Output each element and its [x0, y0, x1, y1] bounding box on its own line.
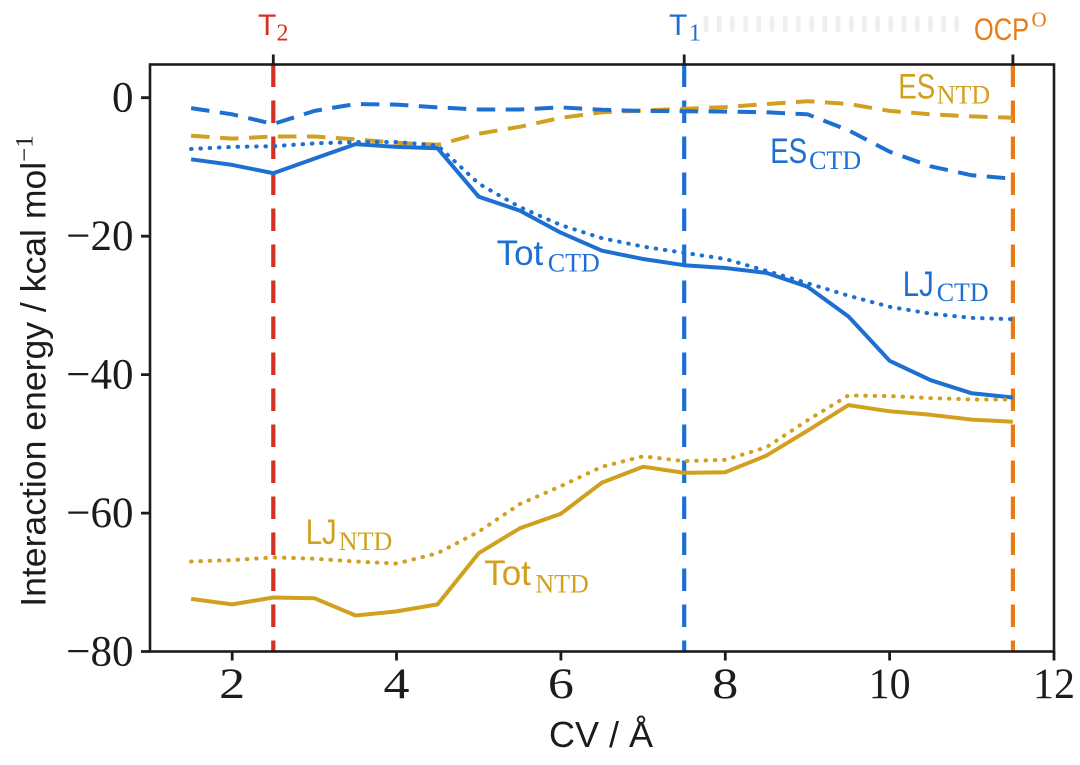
- svg-text:1: 1: [689, 21, 701, 47]
- svg-text:4: 4: [384, 661, 410, 708]
- svg-text:−80: −80: [66, 628, 133, 675]
- svg-text:ES: ES: [770, 132, 807, 171]
- svg-text:CTD: CTD: [548, 249, 600, 278]
- svg-text:NTD: NTD: [937, 80, 990, 109]
- svg-text:Interaction energy / kcal mol−: Interaction energy / kcal mol−1: [11, 135, 53, 607]
- svg-text:2: 2: [219, 661, 245, 708]
- svg-text:−40: −40: [66, 351, 133, 398]
- svg-text:NTD: NTD: [339, 527, 392, 556]
- svg-text:O: O: [1032, 8, 1047, 32]
- svg-text:Tot: Tot: [484, 554, 531, 593]
- svg-text:CV / Å: CV / Å: [549, 714, 653, 755]
- svg-text:6: 6: [548, 661, 574, 708]
- svg-text:LJ: LJ: [903, 265, 934, 304]
- svg-text:T: T: [669, 9, 687, 42]
- svg-text:10: 10: [869, 661, 911, 708]
- svg-text:LJ: LJ: [306, 513, 337, 552]
- svg-text:ES: ES: [898, 67, 935, 106]
- svg-text:CTD: CTD: [937, 278, 989, 307]
- svg-text:8: 8: [712, 661, 738, 708]
- svg-text:CTD: CTD: [809, 146, 861, 175]
- svg-text:−60: −60: [66, 490, 133, 537]
- svg-text:NTD: NTD: [535, 569, 588, 598]
- svg-text:T: T: [258, 9, 276, 42]
- svg-text:Tot: Tot: [497, 234, 544, 273]
- svg-text:−20: −20: [66, 213, 133, 260]
- svg-text:0: 0: [112, 75, 134, 122]
- svg-text:OCP: OCP: [974, 11, 1029, 47]
- svg-text:2: 2: [277, 21, 289, 47]
- svg-text:12: 12: [1033, 661, 1075, 708]
